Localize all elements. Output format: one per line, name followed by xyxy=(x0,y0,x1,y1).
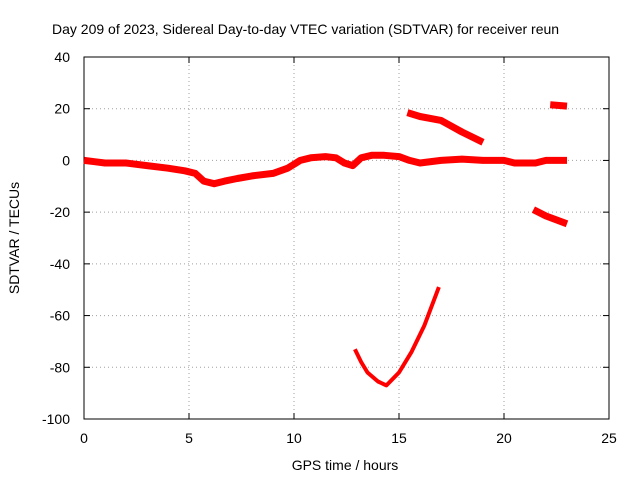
grid-lines xyxy=(84,57,609,419)
series-upper-2 xyxy=(549,101,568,110)
series-main xyxy=(83,151,567,188)
x-tick-label-1: 5 xyxy=(185,430,193,446)
x-tick-label-5: 25 xyxy=(601,430,617,446)
series-lower-1 xyxy=(531,206,569,228)
y-tick-label-0: -100 xyxy=(42,411,70,427)
y-tick-label-1: -80 xyxy=(50,359,70,375)
y-tick-label-3: -40 xyxy=(50,256,70,272)
x-tick-label-2: 10 xyxy=(286,430,302,446)
series-layer xyxy=(83,101,569,388)
plot-frame xyxy=(83,56,610,420)
chart-title: Day 209 of 2023, Sidereal Day-to-day VTE… xyxy=(52,21,559,37)
y-tick-label-7: 40 xyxy=(54,49,70,65)
x-ticks: 0 5 10 15 20 25 xyxy=(80,57,617,446)
y-tick-label-2: -60 xyxy=(50,308,70,324)
x-tick-label-0: 0 xyxy=(80,430,88,446)
series-dip xyxy=(353,286,441,388)
y-tick-label-4: -20 xyxy=(50,204,70,220)
x-tick-label-3: 15 xyxy=(391,430,407,446)
y-tick-label-5: 0 xyxy=(62,152,70,168)
x-tick-label-4: 20 xyxy=(496,430,512,446)
y-axis-label: SDTVAR / TECUs xyxy=(6,182,22,294)
series-upper-1 xyxy=(406,109,485,146)
y-tick-label-6: 20 xyxy=(54,101,70,117)
x-axis-label: GPS time / hours xyxy=(292,457,399,473)
y-ticks: -100 -80 -60 -40 -20 0 20 40 xyxy=(42,49,609,427)
